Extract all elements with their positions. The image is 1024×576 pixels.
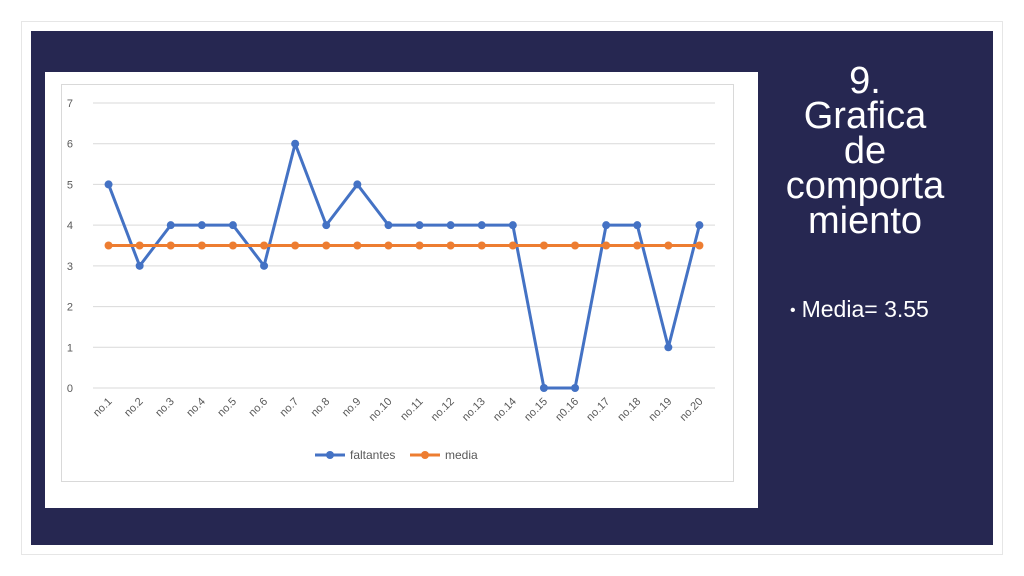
data-point-media	[508, 241, 517, 250]
data-point-faltantes	[197, 221, 206, 230]
data-point-media	[695, 241, 704, 250]
data-point-media	[166, 241, 175, 250]
data-point-faltantes	[664, 343, 673, 352]
bullet-item: • Media= 3.55	[790, 296, 929, 323]
x-tick-label: no.6	[247, 396, 271, 420]
x-tick-label: no.17	[584, 396, 612, 424]
data-point-faltantes	[384, 221, 393, 230]
legend-label: media	[445, 448, 478, 462]
data-point-faltantes	[508, 221, 517, 230]
y-tick-label: 2	[67, 302, 73, 314]
y-tick-label: 3	[67, 261, 73, 273]
x-tick-label: no.18	[615, 396, 643, 424]
data-point-faltantes	[166, 221, 175, 230]
y-tick-label: 6	[67, 139, 73, 151]
series-line-faltantes	[107, 142, 701, 390]
data-point-faltantes	[695, 221, 704, 230]
data-point-media	[446, 241, 455, 250]
data-point-faltantes	[260, 261, 269, 270]
data-point-faltantes	[135, 261, 144, 270]
x-tick-label: n0.16	[553, 396, 581, 424]
data-point-media	[602, 241, 611, 250]
data-point-media	[260, 241, 269, 250]
x-tick-label: no.7	[278, 396, 302, 420]
x-tick-label: no.12	[429, 396, 457, 424]
legend-marker-faltantes	[326, 451, 334, 459]
x-tick-label: no.2	[122, 396, 146, 420]
data-point-media	[197, 241, 206, 250]
data-point-media	[135, 241, 144, 250]
x-tick-label: no.4	[184, 396, 208, 420]
data-point-faltantes	[633, 221, 642, 230]
data-point-media	[104, 241, 113, 250]
data-point-faltantes	[539, 384, 548, 392]
data-point-media	[633, 241, 642, 250]
legend-marker-media	[421, 451, 429, 459]
bullet-dot-icon: •	[790, 301, 796, 319]
x-tick-label: no.3	[153, 396, 177, 420]
y-tick-label: 1	[67, 342, 73, 354]
y-tick-label: 7	[67, 98, 73, 110]
x-tick-label: no.19	[647, 396, 675, 424]
x-tick-label: no.14	[491, 396, 519, 424]
data-point-faltantes	[353, 180, 362, 189]
data-point-media	[353, 241, 362, 250]
y-tick-label: 0	[67, 383, 73, 395]
data-point-faltantes	[415, 221, 424, 230]
slide-title: 9. Grafica de comporta miento	[785, 60, 945, 242]
x-tick-label: no.8	[309, 396, 333, 420]
x-tick-label: no.1	[91, 396, 115, 420]
data-point-media	[228, 241, 237, 250]
x-tick-label: no.11	[398, 396, 425, 423]
data-point-faltantes	[291, 139, 300, 148]
media-value-text: Media= 3.55	[801, 296, 929, 322]
x-tick-label: no.13	[460, 396, 488, 424]
data-point-faltantes	[104, 180, 113, 189]
data-point-faltantes	[322, 221, 331, 230]
x-tick-label: no.5	[215, 396, 239, 420]
data-point-media	[384, 241, 393, 250]
data-point-media	[539, 241, 548, 250]
data-point-media	[477, 241, 486, 250]
data-point-media	[571, 241, 580, 250]
x-tick-label: no.10	[367, 396, 395, 424]
x-tick-label: no.15	[522, 396, 550, 424]
data-point-faltantes	[571, 384, 580, 392]
chart-area	[61, 84, 734, 482]
data-point-faltantes	[446, 221, 455, 230]
legend-label: faltantes	[350, 448, 395, 462]
data-point-media	[664, 241, 673, 250]
y-tick-label: 5	[67, 179, 73, 191]
data-point-faltantes	[602, 221, 611, 230]
slide-frame	[21, 21, 1003, 555]
line-chart: 0 1 2 3 4 5 6 7 no.1 no.2 no.3 no.4 no.5 no.6 no.7 no.8…	[67, 98, 715, 462]
x-tick-label: no.9	[340, 396, 364, 420]
y-tick-label: 4	[67, 220, 73, 232]
data-point-faltantes	[477, 221, 486, 230]
data-point-media	[322, 241, 331, 250]
data-point-media	[415, 241, 424, 250]
data-point-faltantes	[228, 221, 237, 230]
data-point-media	[291, 241, 300, 250]
x-tick-label: no.20	[678, 396, 706, 424]
